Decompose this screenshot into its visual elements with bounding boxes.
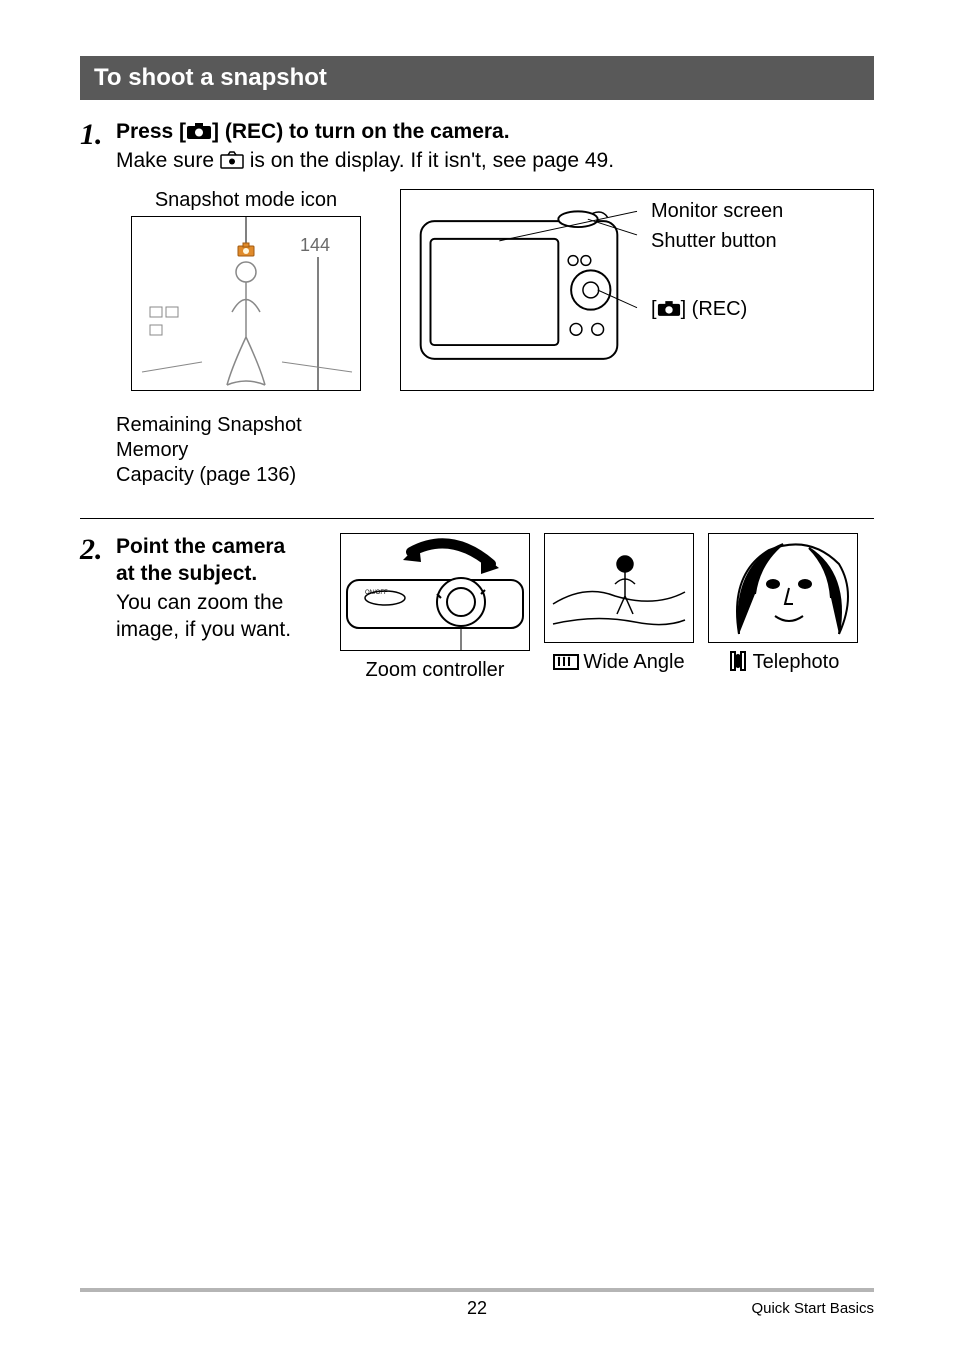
figure-telephoto: Telephoto — [708, 533, 858, 675]
figure-zoom-controller: ON/OFF Zoom controller — [340, 533, 530, 683]
section-header: To shoot a snapshot — [80, 56, 874, 100]
telephoto-illustration — [708, 533, 858, 643]
step-body: Point the camera at the subject. You can… — [116, 533, 874, 683]
zoom-controller-label: Zoom controller — [340, 657, 530, 683]
manual-page: To shoot a snapshot 1. Press [ ] (REC) to… — [0, 0, 954, 1357]
camera-back-illustration: Monitor screen Shutter button [] (REC) — [400, 189, 874, 391]
step-1-desc: Make sure is on the display. If it isn't… — [116, 147, 874, 174]
step-2-title: Point the camera at the subject. — [116, 533, 326, 588]
callout-rec-button: [] (REC) — [651, 298, 747, 321]
step-number: 2. — [80, 533, 116, 565]
display-screen-illustration: 144 — [131, 216, 361, 391]
wide-angle-illustration — [544, 533, 694, 643]
footer-breadcrumb: Quick Start Basics — [751, 1300, 874, 1317]
step-2-text: Point the camera at the subject. You can… — [116, 533, 326, 644]
svg-text:ON/OFF: ON/OFF — [365, 590, 388, 596]
page-number: 22 — [467, 1298, 487, 1319]
callout-monitor-screen: Monitor screen — [651, 200, 783, 223]
telephoto-label: Telephoto — [708, 649, 858, 675]
step-2: 2. Point the camera at the subject. You … — [80, 533, 874, 683]
display-svg: 144 — [132, 217, 360, 390]
step-2-content: Point the camera at the subject. You can… — [116, 533, 874, 683]
step-1: 1. Press [ ] (REC) to turn on the camera.… — [80, 118, 874, 175]
text-line: at the subject. — [116, 562, 257, 585]
telephoto-icon — [727, 651, 749, 671]
camera-rec-filled-icon — [186, 122, 212, 140]
remaining-memory-label: Remaining Snapshot Memory Capacity (page… — [116, 413, 376, 488]
remaining-counter: 144 — [300, 235, 330, 255]
text: is on the display. If it isn't, see page… — [244, 149, 614, 172]
snapshot-mode-icon-label: Snapshot mode icon — [116, 189, 376, 212]
text: Wide Angle — [583, 651, 684, 673]
divider — [80, 518, 874, 519]
text: ] (REC) — [681, 298, 748, 320]
snapshot-mode-icon — [220, 151, 244, 169]
step-number: 1. — [80, 118, 116, 150]
step-2-desc: You can zoom the image, if you want. — [116, 589, 326, 644]
text-line: You can zoom the — [116, 591, 283, 614]
callout-shutter-button: Shutter button — [651, 230, 777, 253]
page-footer: 22 Quick Start Basics — [80, 1288, 874, 1317]
wide-angle-label: Wide Angle — [544, 649, 694, 675]
figure-wide-angle: Wide Angle — [544, 533, 694, 675]
text: Press [ — [116, 120, 186, 143]
camera-top-illustration: ON/OFF — [340, 533, 530, 651]
step-1-figures: Snapshot mode icon 144 — [116, 189, 874, 488]
camera-back-svg — [401, 190, 873, 390]
wide-angle-icon — [553, 653, 579, 671]
text: Telephoto — [753, 651, 840, 673]
camera-rec-filled-icon — [657, 300, 681, 317]
figure-camera-back: Monitor screen Shutter button [] (REC) — [400, 189, 874, 391]
text-line: Capacity (page 136) — [116, 464, 296, 486]
step-body: Press [ ] (REC) to turn on the camera. Ma… — [116, 118, 874, 175]
text-line: Remaining Snapshot Memory — [116, 414, 302, 461]
text-line: Point the camera — [116, 535, 285, 558]
text-line: image, if you want. — [116, 618, 291, 641]
text: ] (REC) to turn on the camera. — [212, 120, 510, 143]
text: Make sure — [116, 149, 220, 172]
figure-snapshot-display: Snapshot mode icon 144 — [116, 189, 376, 488]
step-1-title: Press [ ] (REC) to turn on the camera. — [116, 118, 874, 145]
